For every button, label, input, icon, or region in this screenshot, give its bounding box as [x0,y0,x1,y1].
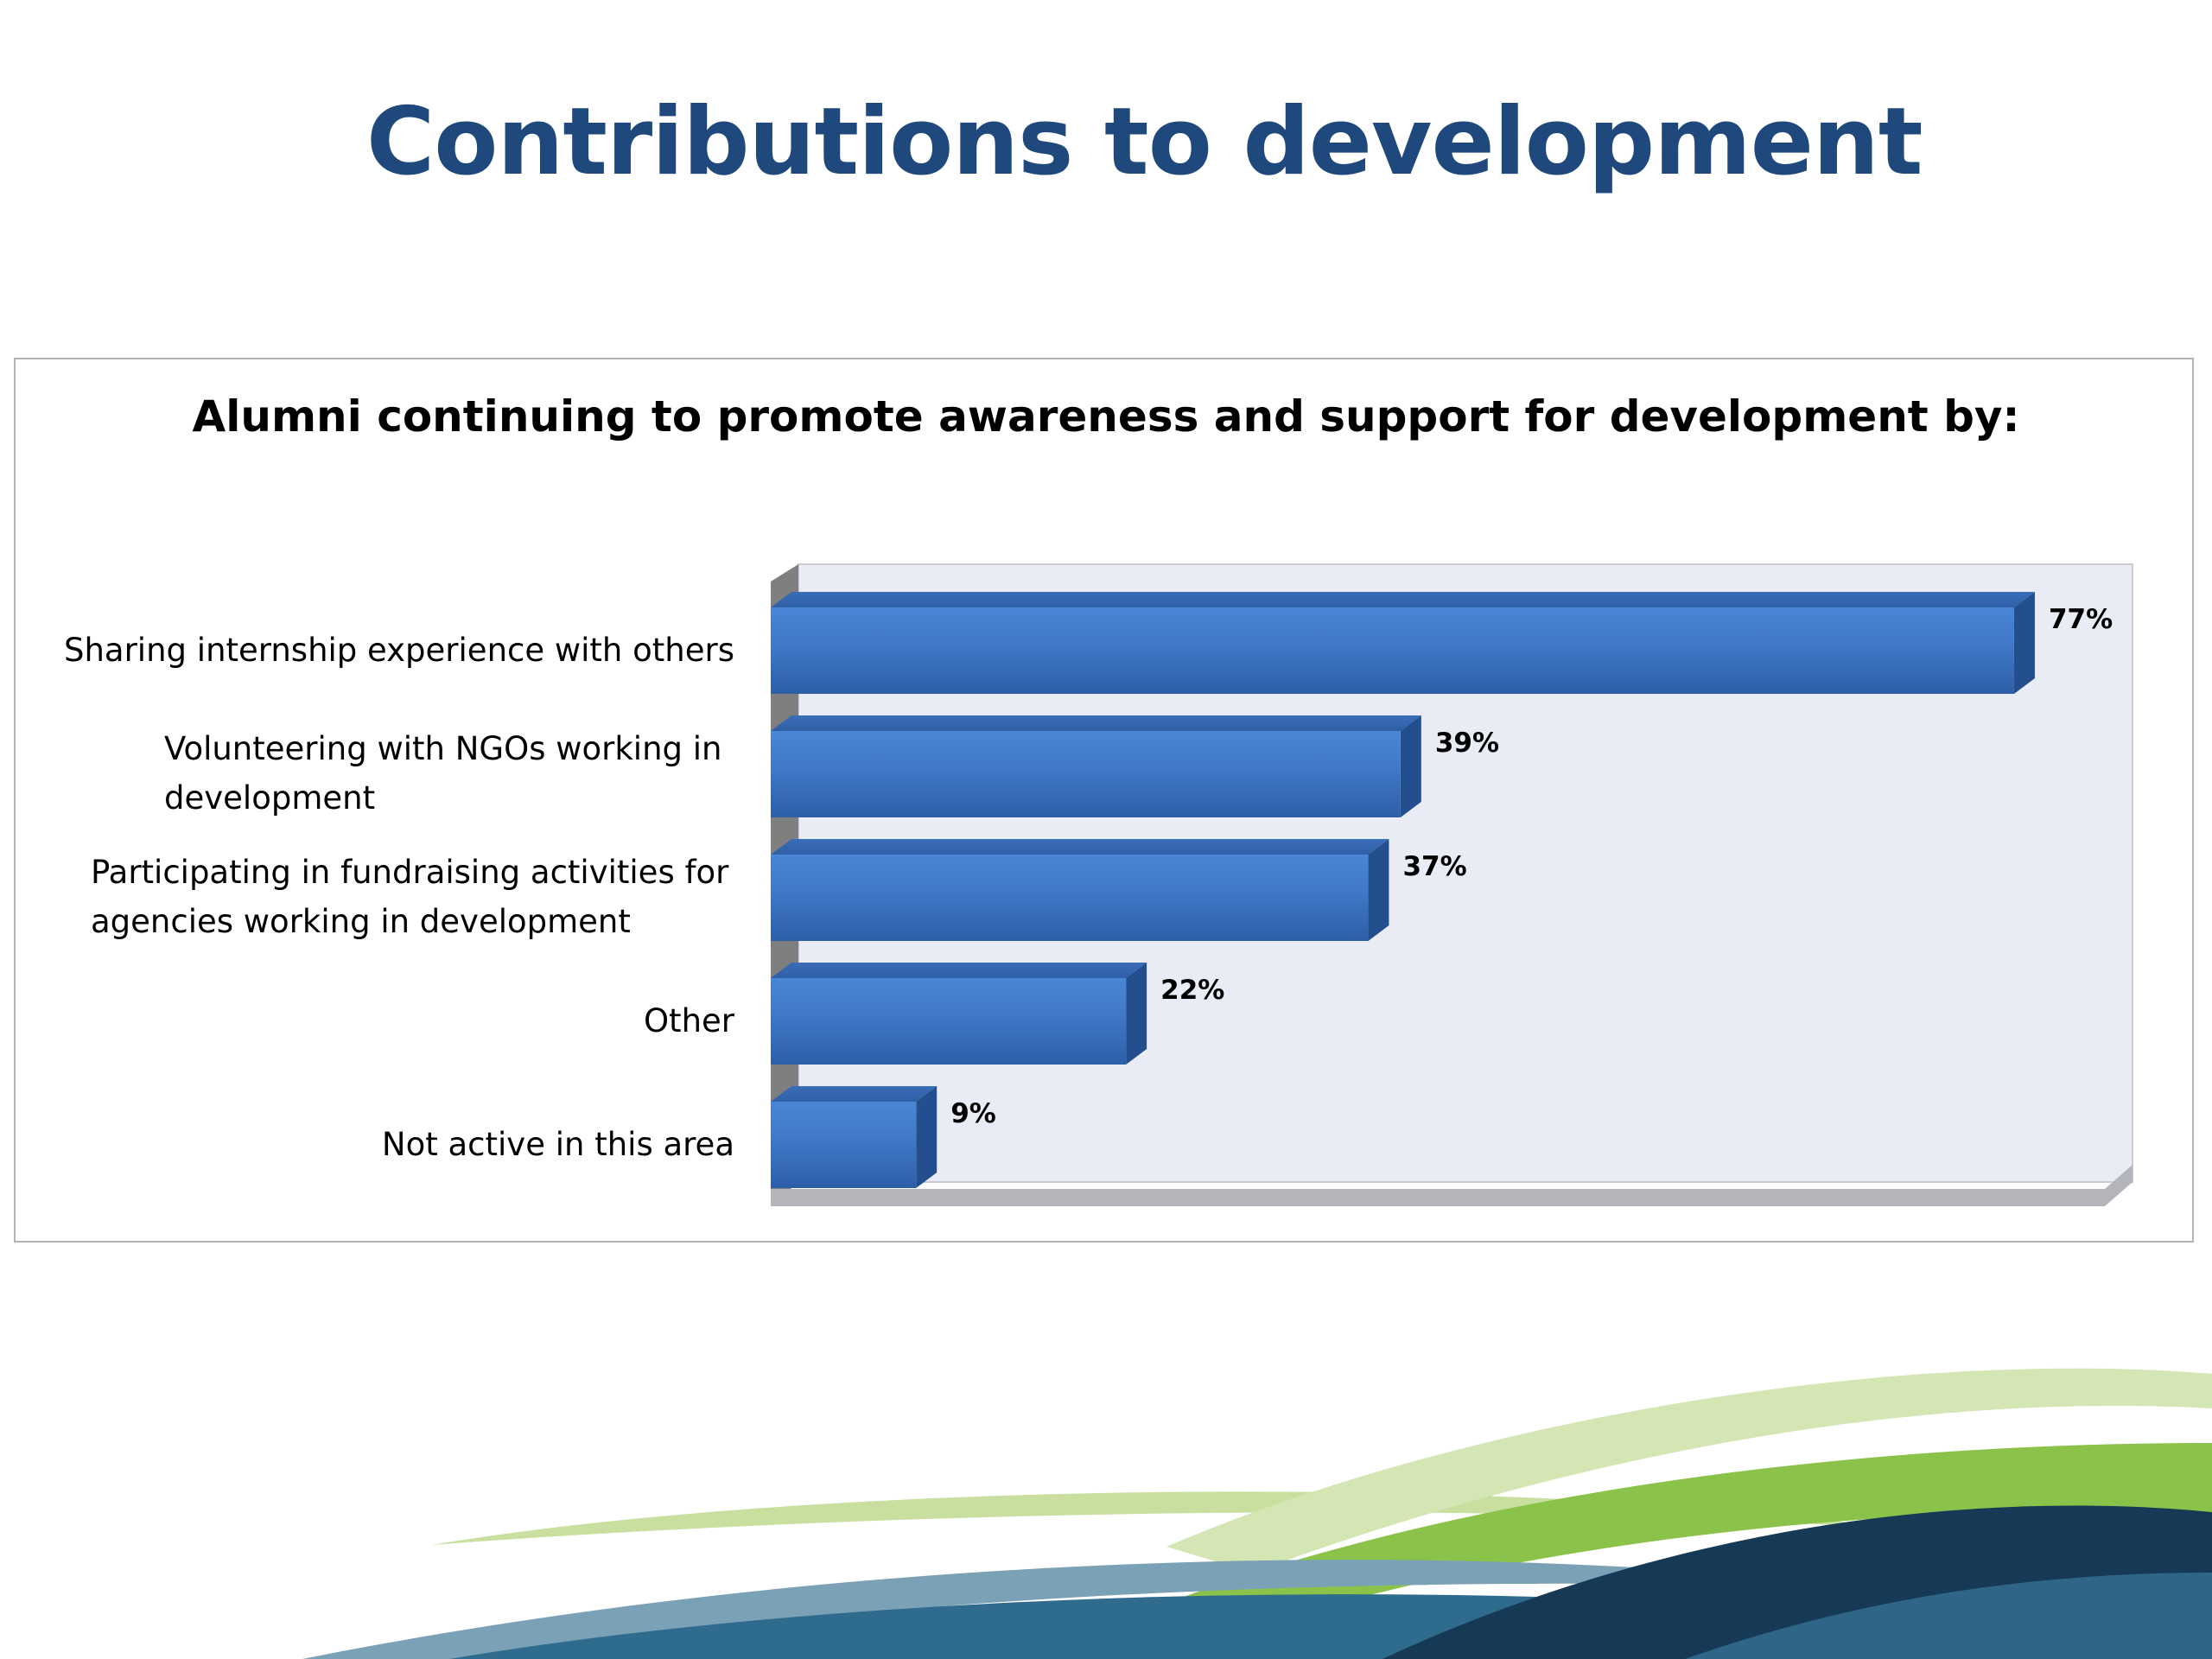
data-label-sharing: 77% [2049,604,2113,635]
category-label-fundraising: Participating in fundraising activities … [91,854,729,940]
bar-volunteering [771,715,1421,817]
chart-floor [771,1165,2133,1206]
category-label-sharing: Sharing internship experience with other… [63,632,734,669]
bar-sharing [771,592,2035,694]
decorative-swoosh [302,1368,2212,1659]
chart-title: Alumni continuing to promote awareness a… [192,391,2020,442]
data-label-other: 22% [1160,975,1224,1006]
category-label-other: Other [643,1002,734,1039]
bar-other [771,963,1147,1065]
bar-not-active [771,1086,938,1188]
category-label-not-active: Not active in this area [381,1126,734,1163]
slide-title: Contributions to development [366,88,1923,196]
data-label-volunteering: 39% [1435,728,1499,759]
data-label-fundraising: 37% [1402,851,1466,882]
data-label-not-active: 9% [950,1098,996,1129]
category-label-volunteering: Volunteering with NGOs working in develo… [164,730,722,817]
bar-fundraising [771,839,1389,941]
